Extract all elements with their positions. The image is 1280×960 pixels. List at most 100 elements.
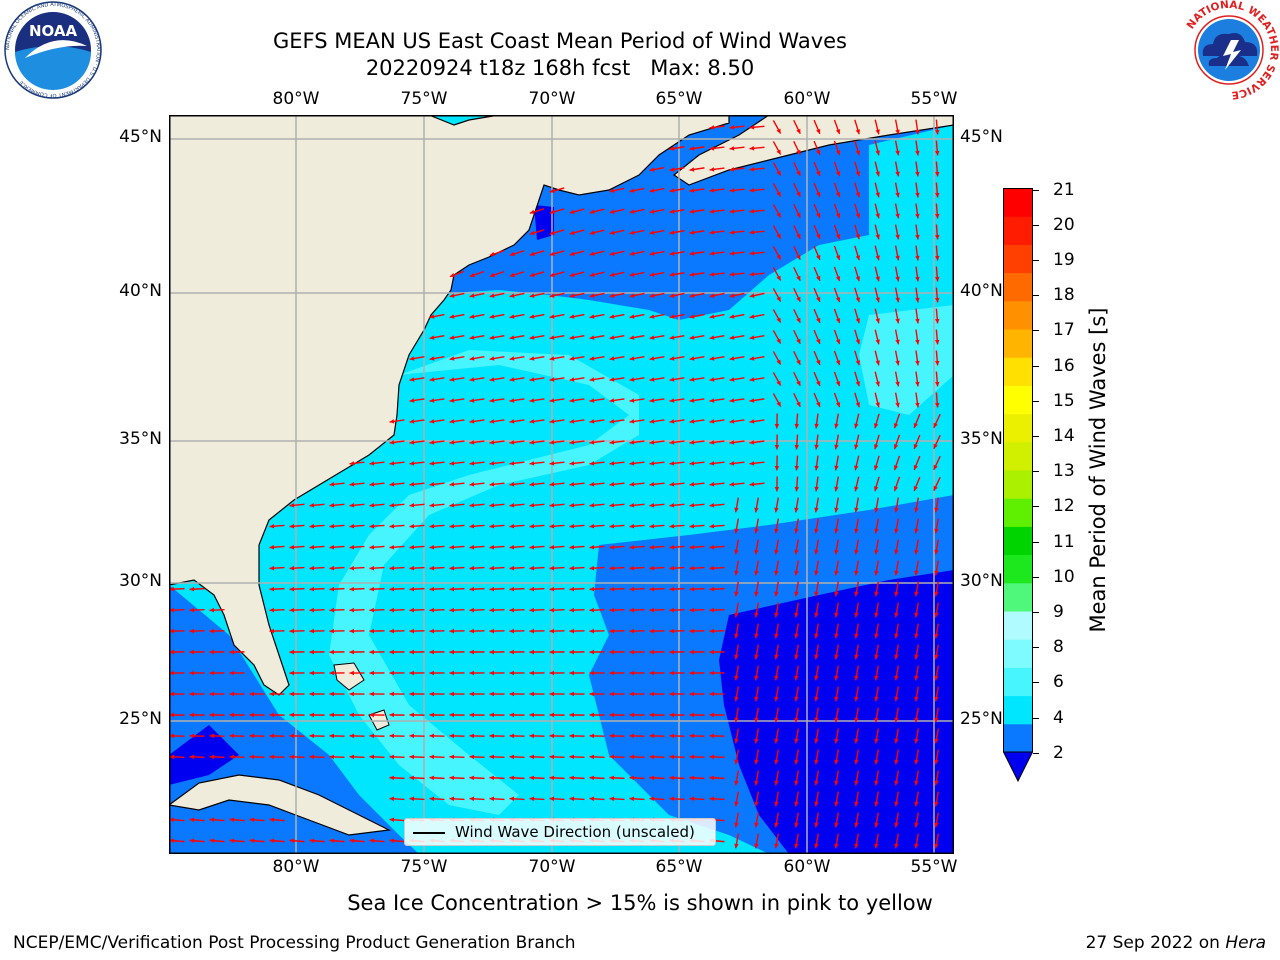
wave-arrow [814, 812, 819, 828]
wave-arrow [749, 209, 765, 214]
lat-tick-left-3: 30°N [119, 571, 162, 591]
wave-arrow [589, 565, 605, 571]
wave-arrow [629, 208, 645, 214]
nws-logo: NATIONAL WEATHER SERVICE [1181, 0, 1279, 100]
wave-arrow [469, 292, 485, 298]
wave-arrow [509, 313, 525, 319]
wave-arrow [469, 565, 485, 571]
wave-arrow [409, 398, 425, 403]
legend-label: Wind Wave Direction (unscaled) [455, 823, 695, 841]
wave-arrow [793, 245, 801, 261]
wave-arrow [772, 141, 782, 155]
wave-arrow [934, 182, 940, 198]
wave-arrow [469, 356, 485, 361]
wave-arrow [569, 292, 585, 298]
wave-arrow [209, 733, 225, 739]
wave-arrow [289, 691, 305, 697]
wave-arrow [669, 712, 685, 718]
wave-arrow [629, 419, 645, 424]
wave-arrow [409, 565, 425, 571]
wave-arrow [689, 188, 705, 193]
wave-arrow [734, 623, 739, 639]
wave-arrow [209, 670, 225, 676]
wave-arrow [754, 644, 759, 660]
wave-arrow [709, 356, 725, 361]
wave-arrow [289, 607, 305, 613]
wave-arrow [529, 523, 545, 529]
wave-arrow [569, 313, 585, 319]
wave-arrow [329, 565, 345, 571]
wave-arrow [429, 796, 445, 802]
wave-arrow [874, 161, 880, 177]
wave-arrow [289, 523, 305, 529]
wave-arrow [569, 523, 585, 529]
wave-arrow [529, 461, 545, 466]
wave-arrow [269, 838, 285, 844]
wave-arrow [874, 791, 879, 807]
wave-arrow [569, 334, 585, 340]
wave-arrow [449, 377, 465, 382]
wave-arrow [894, 791, 899, 807]
wave-arrow [854, 581, 859, 597]
wave-arrow [915, 266, 920, 282]
wave-arrow [489, 334, 505, 340]
wave-arrow [609, 482, 625, 487]
colorbar-tick [1033, 682, 1039, 683]
wave-arrow [934, 287, 940, 303]
wave-arrow [774, 623, 779, 639]
wave-arrow [449, 523, 465, 529]
colorbar-label: 6 [1053, 672, 1064, 692]
wave-arrow [529, 691, 545, 697]
wave-arrow [854, 749, 859, 765]
wave-arrow [449, 544, 465, 550]
wave-arrow [794, 413, 800, 429]
wave-arrow [409, 586, 425, 592]
wave-arrow [169, 838, 185, 844]
wave-arrow [729, 209, 745, 214]
wave-arrow [649, 670, 665, 676]
wave-arrow [669, 313, 685, 319]
colorbar-segment [1003, 611, 1033, 640]
wave-arrow [329, 628, 345, 634]
wave-arrow [774, 560, 779, 576]
chart-subtitle: 20220924 t18z 168h fcst Max: 8.50 [160, 55, 960, 81]
wave-arrow [409, 691, 425, 697]
wave-arrow [349, 523, 365, 529]
wave-arrow [629, 503, 645, 508]
colorbar-under-triangle [1003, 751, 1033, 783]
wave-arrow [589, 628, 605, 634]
wave-arrow [629, 565, 645, 571]
wave-arrow [894, 833, 899, 849]
wave-arrow [469, 398, 485, 403]
wave-arrow [549, 691, 565, 697]
wave-arrow [569, 628, 585, 634]
wave-arrow [369, 712, 385, 718]
wave-arrow [709, 775, 725, 781]
wave-arrow [569, 607, 585, 613]
wave-arrow [689, 167, 705, 172]
wave-arrow [689, 754, 705, 760]
wave-arrow [389, 503, 405, 508]
colorbar-label: 10 [1053, 567, 1075, 587]
wave-arrow [754, 623, 759, 639]
wave-arrow [609, 271, 625, 277]
wave-arrow [689, 272, 705, 277]
wave-arrow [489, 377, 505, 382]
colorbar-tick [1033, 753, 1039, 754]
wave-arrow [833, 140, 841, 156]
wave-arrow [794, 812, 799, 828]
wave-arrow [429, 440, 445, 445]
colorbar-label: 16 [1053, 356, 1075, 376]
wave-arrow [609, 796, 625, 802]
wave-arrow [894, 329, 900, 345]
wave-arrow [729, 188, 745, 193]
wave-arrow [669, 377, 685, 382]
wave-arrow [509, 250, 525, 257]
wave-arrow [873, 434, 880, 450]
wave-arrow [329, 838, 345, 844]
wave-arrow [874, 245, 880, 261]
colorbar-segment [1003, 385, 1033, 415]
wave-arrow [874, 350, 880, 366]
wave-arrow [915, 350, 920, 366]
wave-arrow [349, 649, 365, 655]
